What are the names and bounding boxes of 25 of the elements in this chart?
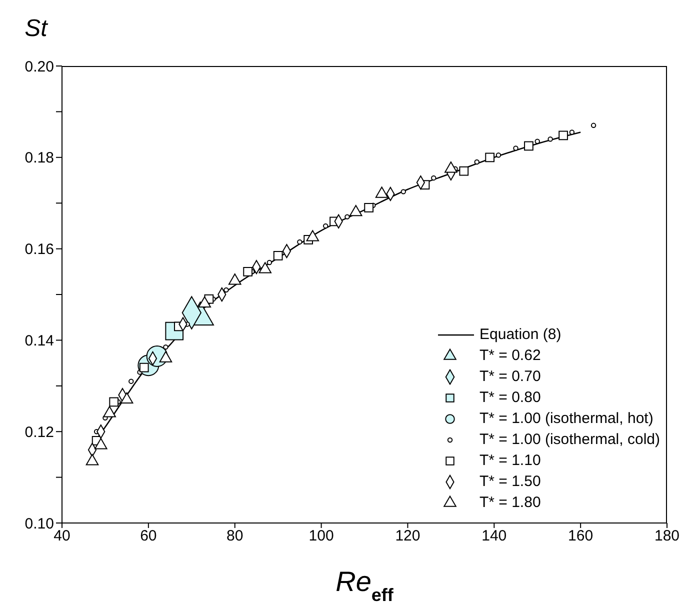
legend-label: T* = 1.00 (isothermal, cold)	[480, 430, 660, 450]
y-tick-label: 0.10	[24, 515, 54, 532]
legend-label: T* = 0.70	[480, 367, 541, 387]
legend-label: T* = 0.62	[480, 346, 541, 366]
x-tick-label: 120	[395, 528, 420, 545]
legend-label: T* = 0.80	[480, 388, 541, 408]
x-tick-label: 80	[226, 528, 244, 545]
y-tick-label: 0.14	[24, 332, 54, 350]
x-tick-label: 40	[54, 528, 70, 545]
x-tick-label: 180	[654, 528, 680, 545]
x-tick-label: 140	[482, 528, 507, 545]
legend-label: T* = 1.80	[480, 493, 541, 513]
x-axis-title: Re$_{eff}$	[336, 566, 394, 605]
x-tick-label: 100	[308, 528, 334, 545]
legend-label: Equation (8)	[480, 325, 562, 345]
y-tick-label: 0.16	[24, 241, 54, 258]
y-tick-label: 0.18	[24, 150, 54, 167]
y-axis-title: St	[24, 15, 49, 42]
x-tick-label: 60	[140, 528, 157, 545]
legend-label: T* = 1.00 (isothermal, hot)	[480, 409, 654, 429]
legend-label: T* = 1.10	[480, 451, 541, 471]
y-tick-label: 0.12	[24, 424, 54, 441]
y-tick-label: 0.20	[24, 58, 54, 76]
legend-label: T* = 1.50	[480, 472, 541, 492]
x-tick-label: 160	[568, 528, 594, 545]
